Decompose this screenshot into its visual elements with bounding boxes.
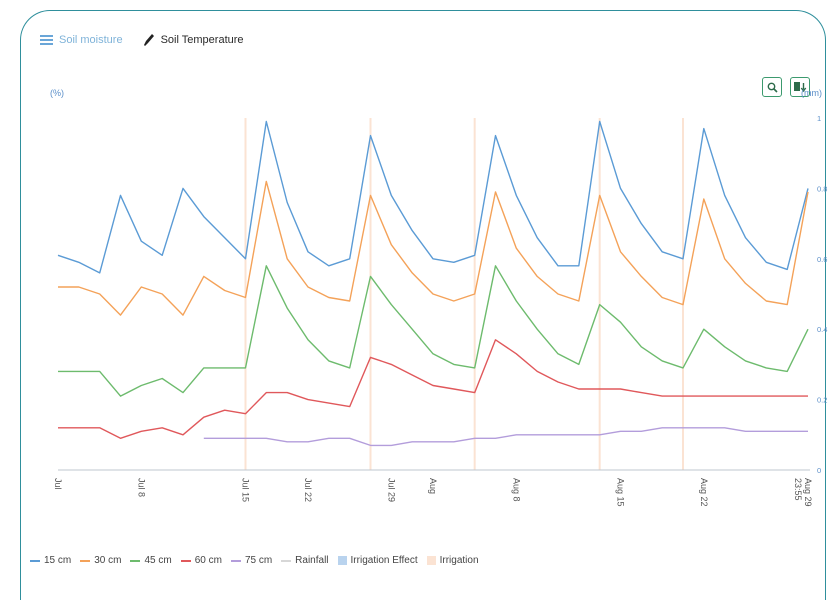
export-button[interactable] xyxy=(790,77,810,97)
chart-legend: 15 cm 30 cm 45 cm 60 cm 75 cm Rainfall I… xyxy=(30,555,479,566)
legend-label: 60 cm xyxy=(194,555,222,566)
chart-card xyxy=(20,10,826,600)
legend-item-rainfall[interactable]: Rainfall xyxy=(281,555,329,566)
legend-swatch xyxy=(281,559,292,562)
legend-swatch xyxy=(130,559,141,562)
legend-swatch xyxy=(180,559,191,562)
legend-label: Irrigation Effect xyxy=(350,555,418,566)
legend-label: Rainfall xyxy=(295,555,329,566)
legend-swatch xyxy=(80,559,91,562)
chart-toolbar xyxy=(762,77,810,97)
thermometer-icon xyxy=(143,34,154,46)
legend-item-45cm[interactable]: 45 cm xyxy=(130,555,172,566)
legend-item-15cm[interactable]: 15 cm xyxy=(30,555,71,566)
legend-swatch xyxy=(230,559,241,562)
legend-label: 45 cm xyxy=(144,555,172,566)
legend-swatch xyxy=(337,556,347,565)
legend-label: 15 cm xyxy=(44,555,72,566)
tab-soil-moisture[interactable]: Soil moisture xyxy=(40,34,123,46)
zoom-icon xyxy=(767,82,778,93)
tab-soil-moisture-label: Soil moisture xyxy=(59,34,123,46)
legend-label: 30 cm xyxy=(94,555,122,566)
legend-label: Irrigation xyxy=(439,555,479,566)
tab-bar: Soil moisture Soil Temperature xyxy=(40,33,244,47)
legend-item-75cm[interactable]: 75 cm xyxy=(230,555,273,566)
legend-item-60cm[interactable]: 60 cm xyxy=(180,555,222,566)
hamburger-icon xyxy=(40,35,53,45)
legend-item-irrigation-effect[interactable]: Irrigation Effect xyxy=(337,555,418,566)
legend-item-30cm[interactable]: 30 cm xyxy=(80,555,121,566)
legend-swatch xyxy=(30,559,40,562)
zoom-button[interactable] xyxy=(762,77,782,97)
tab-soil-temperature[interactable]: Soil Temperature xyxy=(143,33,244,47)
legend-swatch xyxy=(426,556,436,565)
export-icon xyxy=(794,82,807,93)
tab-soil-temperature-label: Soil Temperature xyxy=(160,34,244,46)
legend-label: 75 cm xyxy=(244,555,273,566)
legend-item-irrigation[interactable]: Irrigation xyxy=(426,555,479,566)
